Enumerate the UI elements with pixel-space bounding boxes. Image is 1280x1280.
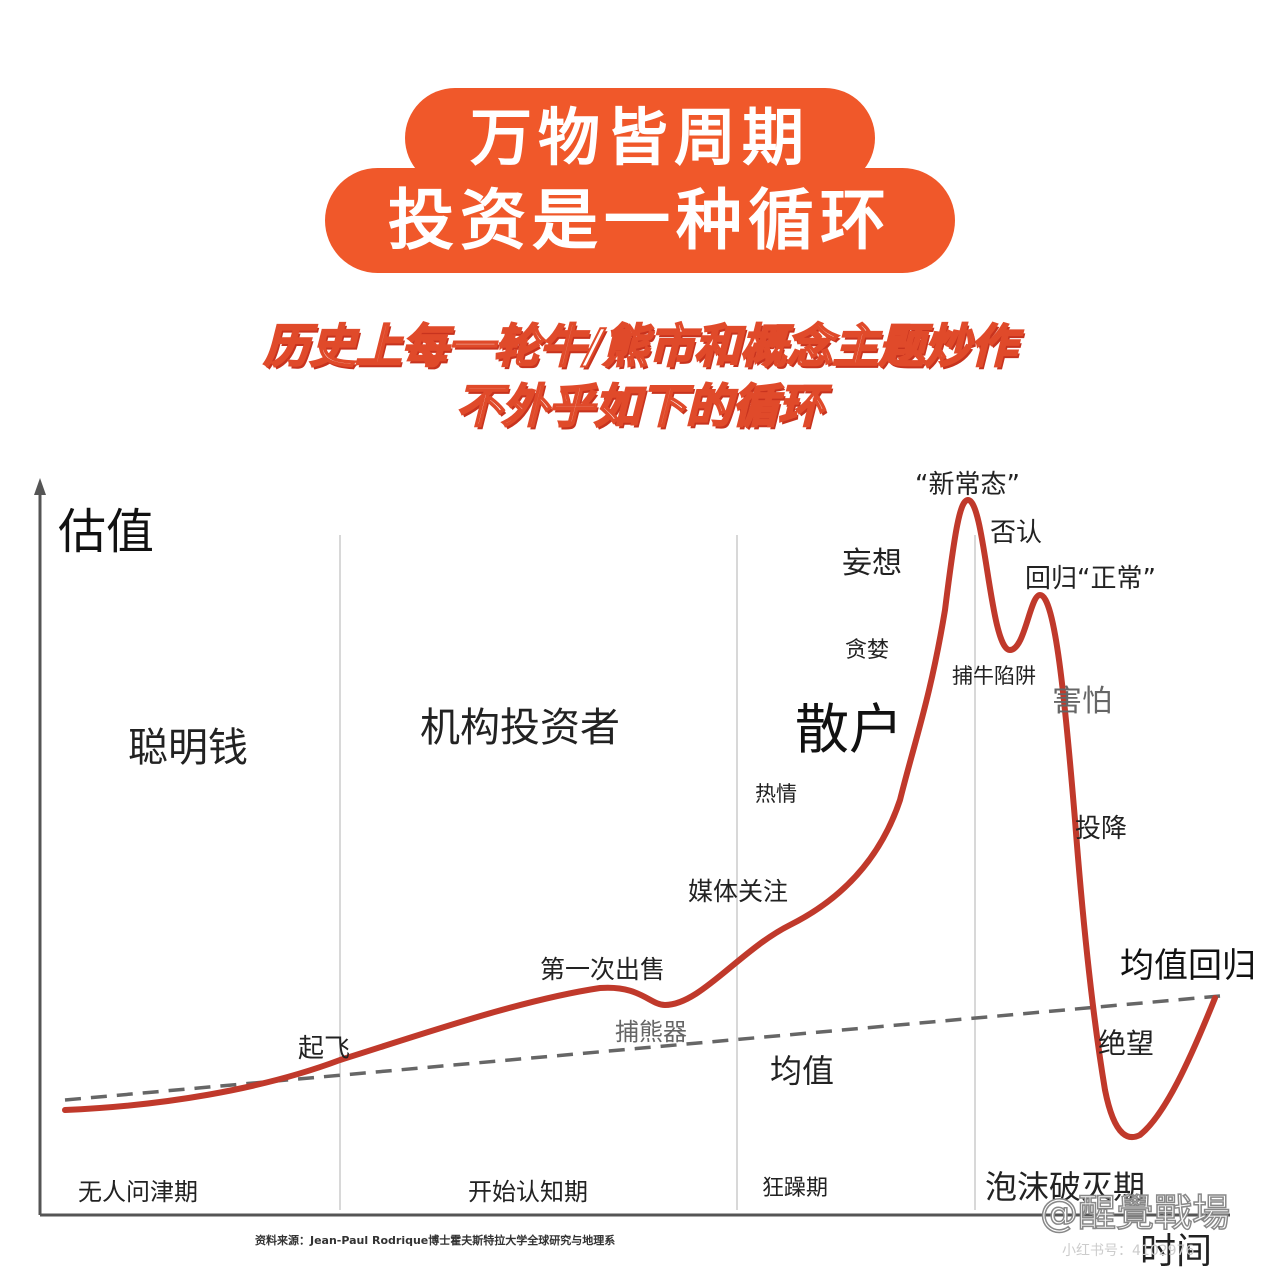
subtitle-line-2: 不外乎如下的循环 bbox=[455, 378, 825, 434]
stage-return-normal: 回归“正常” bbox=[1025, 564, 1156, 594]
stage-bear-trap: 捕熊器 bbox=[615, 1018, 687, 1046]
stage-delusion: 妄想 bbox=[842, 546, 902, 581]
y-axis-arrow-icon bbox=[34, 478, 46, 495]
group-institutions: 机构投资者 bbox=[420, 705, 620, 751]
stage-new-normal: “新常态” bbox=[915, 470, 1020, 500]
stage-enthusiasm: 热情 bbox=[755, 782, 797, 806]
group-retail: 散户 bbox=[795, 698, 903, 761]
watermark-platform-id: 小红书号：4102976 bbox=[1062, 1243, 1195, 1259]
stage-denial: 否认 bbox=[990, 518, 1043, 548]
stage-first-sell: 第一次出售 bbox=[540, 955, 666, 984]
subtitle-line-1: 历史上每一轮牛/熊市和概念主题炒作 bbox=[263, 318, 1018, 374]
stage-capitulation: 投降 bbox=[1075, 814, 1128, 844]
stage-bull-trap: 捕牛陷阱 bbox=[952, 664, 1036, 688]
stage-fear: 害怕 bbox=[1052, 684, 1112, 719]
group-smart-money: 聪明钱 bbox=[128, 725, 248, 771]
x-axis-label: 时间 bbox=[1140, 1231, 1213, 1272]
stage-takeoff: 起飞 bbox=[298, 1034, 351, 1064]
phase-neglect: 无人问津期 bbox=[78, 1178, 198, 1206]
stage-despair: 绝望 bbox=[1098, 1027, 1155, 1060]
y-axis-label: 估值 bbox=[58, 504, 155, 560]
stage-media: 媒体关注 bbox=[688, 877, 789, 906]
source-note: 资料来源：Jean-Paul Rodrique博士霍夫斯特拉大学全球研究与地理系 bbox=[255, 1234, 616, 1247]
mean-label: 均值 bbox=[770, 1052, 835, 1090]
phase-mania: 狂躁期 bbox=[762, 1176, 829, 1201]
cycle-curve bbox=[62, 497, 1218, 1141]
phase-awareness: 开始认知期 bbox=[468, 1178, 588, 1206]
title-line-2: 投资是一种循环 bbox=[325, 168, 955, 273]
stage-greed: 贪婪 bbox=[845, 638, 890, 663]
header: 万物皆周期 投资是一种循环 bbox=[0, 0, 1280, 320]
phase-blowoff: 泡沫破灭期 bbox=[985, 1168, 1146, 1206]
stage-mean-reversion: 均值回归 bbox=[1120, 946, 1256, 986]
watermark-handle: @醒覺戰場 bbox=[1039, 1190, 1231, 1236]
